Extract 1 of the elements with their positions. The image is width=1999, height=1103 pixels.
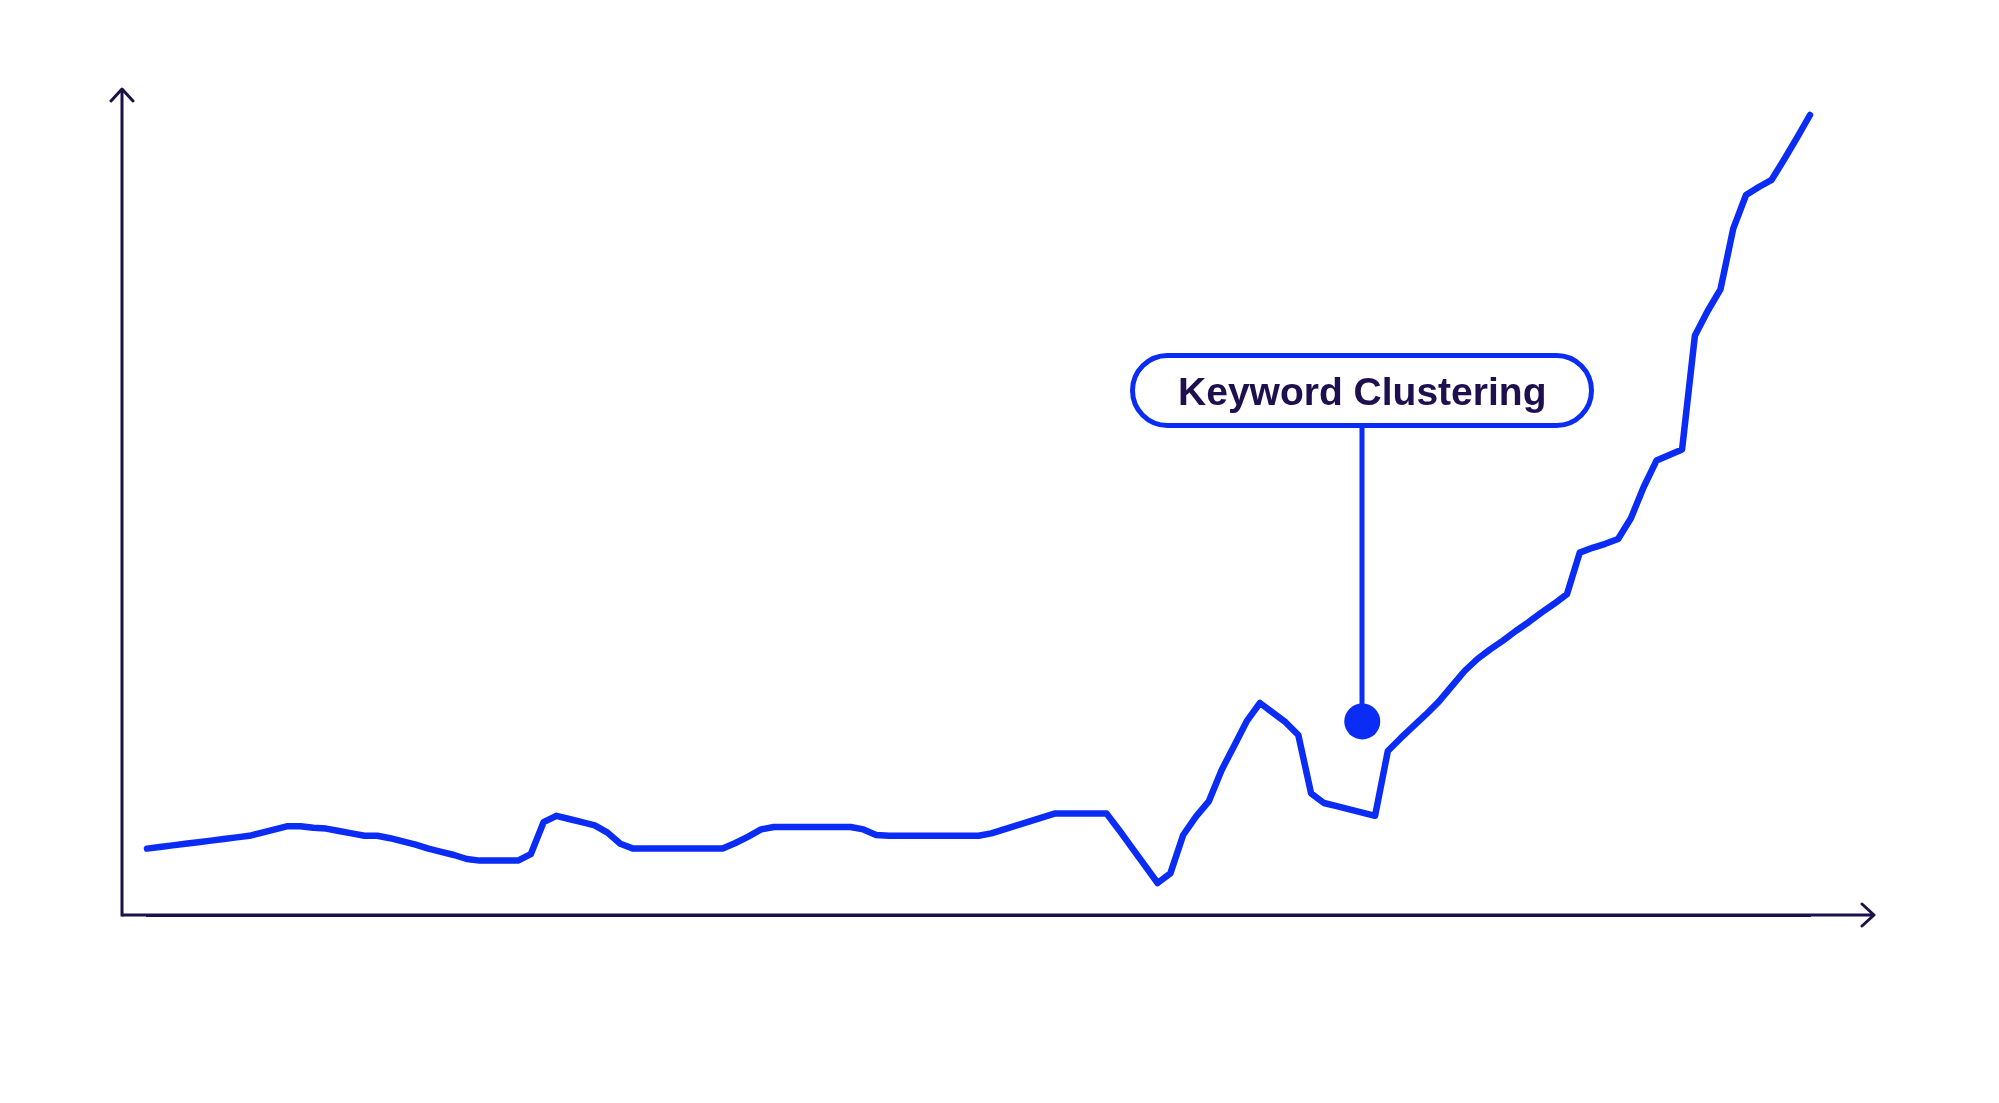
annotation: Keyword Clustering: [1178, 369, 1547, 413]
